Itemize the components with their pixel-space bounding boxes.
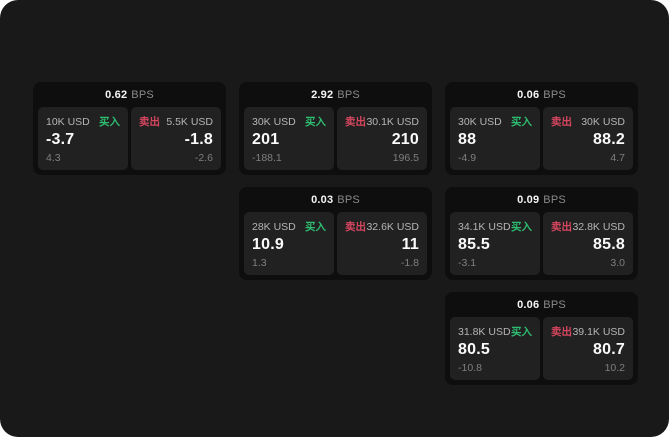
buy-panel[interactable]: 31.8K USD 买入 80.5 -10.8	[450, 317, 540, 380]
sell-panel[interactable]: 卖出 39.1K USD 80.7 10.2	[543, 317, 633, 380]
sell-amount: 32.6K USD	[366, 220, 419, 233]
sell-tag: 卖出	[139, 116, 160, 128]
buy-delta: -10.8	[458, 361, 482, 374]
sell-price: 85.8	[593, 236, 625, 254]
bps-value: 0.06	[517, 88, 540, 101]
bps-unit-label: BPS	[543, 298, 566, 311]
sell-tag: 卖出	[345, 116, 366, 128]
quote-card: 0.03 BPS 28K USD 买入 10.9 1.3 卖出 32.6K US…	[239, 187, 432, 280]
sell-price: 80.7	[593, 341, 625, 359]
sell-delta: 196.5	[392, 151, 419, 164]
buy-amount: 31.8K USD	[458, 325, 511, 338]
sell-delta: 3.0	[610, 256, 625, 269]
buy-amount: 28K USD	[252, 220, 296, 233]
buy-delta: -4.9	[458, 151, 477, 164]
buy-panel[interactable]: 28K USD 买入 10.9 1.3	[244, 212, 334, 275]
sell-amount: 39.1K USD	[572, 325, 625, 338]
buy-delta: 1.3	[252, 256, 267, 269]
buy-tag: 买入	[305, 221, 326, 233]
buy-panel[interactable]: 34.1K USD 买入 85.5 -3.1	[450, 212, 540, 275]
sell-delta: 10.2	[604, 361, 625, 374]
sell-panel[interactable]: 卖出 5.5K USD -1.8 -2.6	[131, 107, 221, 170]
bps-unit-label: BPS	[337, 193, 360, 206]
buy-price: -3.7	[46, 131, 75, 149]
buy-price: 88	[458, 131, 477, 149]
bps-header: 0.09 BPS	[445, 187, 638, 212]
buy-tag: 买入	[511, 326, 532, 338]
sell-tag: 卖出	[551, 221, 572, 233]
buy-amount: 34.1K USD	[458, 220, 511, 233]
sell-delta: 4.7	[610, 151, 625, 164]
buy-amount: 30K USD	[458, 115, 502, 128]
bps-unit-label: BPS	[543, 193, 566, 206]
quote-card: 0.09 BPS 34.1K USD 买入 85.5 -3.1 卖出 32.8K…	[445, 187, 638, 280]
bps-value: 0.09	[517, 193, 540, 206]
sell-price: -1.8	[184, 131, 213, 149]
sell-delta: -1.8	[400, 256, 419, 269]
buy-panel[interactable]: 30K USD 买入 201 -188.1	[244, 107, 334, 170]
buy-tag: 买入	[511, 116, 532, 128]
bps-header: 0.06 BPS	[445, 82, 638, 107]
buy-amount: 10K USD	[46, 115, 90, 128]
sell-delta: -2.6	[194, 151, 213, 164]
buy-tag: 买入	[511, 221, 532, 233]
buy-delta: -188.1	[252, 151, 282, 164]
sell-panel[interactable]: 卖出 30.1K USD 210 196.5	[337, 107, 427, 170]
buy-price: 80.5	[458, 341, 490, 359]
bps-value: 0.06	[517, 298, 540, 311]
sell-amount: 5.5K USD	[166, 115, 213, 128]
bps-header: 2.92 BPS	[239, 82, 432, 107]
sell-amount: 30K USD	[581, 115, 625, 128]
bps-header: 0.62 BPS	[33, 82, 226, 107]
sell-panel[interactable]: 卖出 32.6K USD 11 -1.8	[337, 212, 427, 275]
bps-value: 0.62	[105, 88, 128, 101]
bps-value: 2.92	[311, 88, 334, 101]
sell-amount: 30.1K USD	[366, 115, 419, 128]
buy-panel[interactable]: 30K USD 买入 88 -4.9	[450, 107, 540, 170]
quote-card: 0.06 BPS 31.8K USD 买入 80.5 -10.8 卖出 39.1…	[445, 292, 638, 385]
bps-unit-label: BPS	[337, 88, 360, 101]
buy-price: 201	[252, 131, 280, 149]
buy-delta: 4.3	[46, 151, 61, 164]
sell-price: 210	[391, 131, 419, 149]
buy-delta: -3.1	[458, 256, 477, 269]
buy-tag: 买入	[99, 116, 120, 128]
sell-amount: 32.8K USD	[572, 220, 625, 233]
buy-panel[interactable]: 10K USD 买入 -3.7 4.3	[38, 107, 128, 170]
buy-price: 10.9	[252, 236, 284, 254]
sell-tag: 卖出	[345, 221, 366, 233]
bps-unit-label: BPS	[131, 88, 154, 101]
buy-price: 85.5	[458, 236, 490, 254]
buy-amount: 30K USD	[252, 115, 296, 128]
sell-tag: 卖出	[551, 326, 572, 338]
bps-value: 0.03	[311, 193, 334, 206]
buy-tag: 买入	[305, 116, 326, 128]
bps-header: 0.06 BPS	[445, 292, 638, 317]
sell-panel[interactable]: 卖出 30K USD 88.2 4.7	[543, 107, 633, 170]
quote-card: 0.06 BPS 30K USD 买入 88 -4.9 卖出 30K USD 8…	[445, 82, 638, 175]
quote-card: 2.92 BPS 30K USD 买入 201 -188.1 卖出 30.1K …	[239, 82, 432, 175]
sell-tag: 卖出	[551, 116, 572, 128]
quote-card: 0.62 BPS 10K USD 买入 -3.7 4.3 卖出 5.5K USD…	[33, 82, 226, 175]
sell-panel[interactable]: 卖出 32.8K USD 85.8 3.0	[543, 212, 633, 275]
bps-unit-label: BPS	[543, 88, 566, 101]
sell-price: 88.2	[593, 131, 625, 149]
sell-price: 11	[401, 236, 419, 254]
bps-header: 0.03 BPS	[239, 187, 432, 212]
